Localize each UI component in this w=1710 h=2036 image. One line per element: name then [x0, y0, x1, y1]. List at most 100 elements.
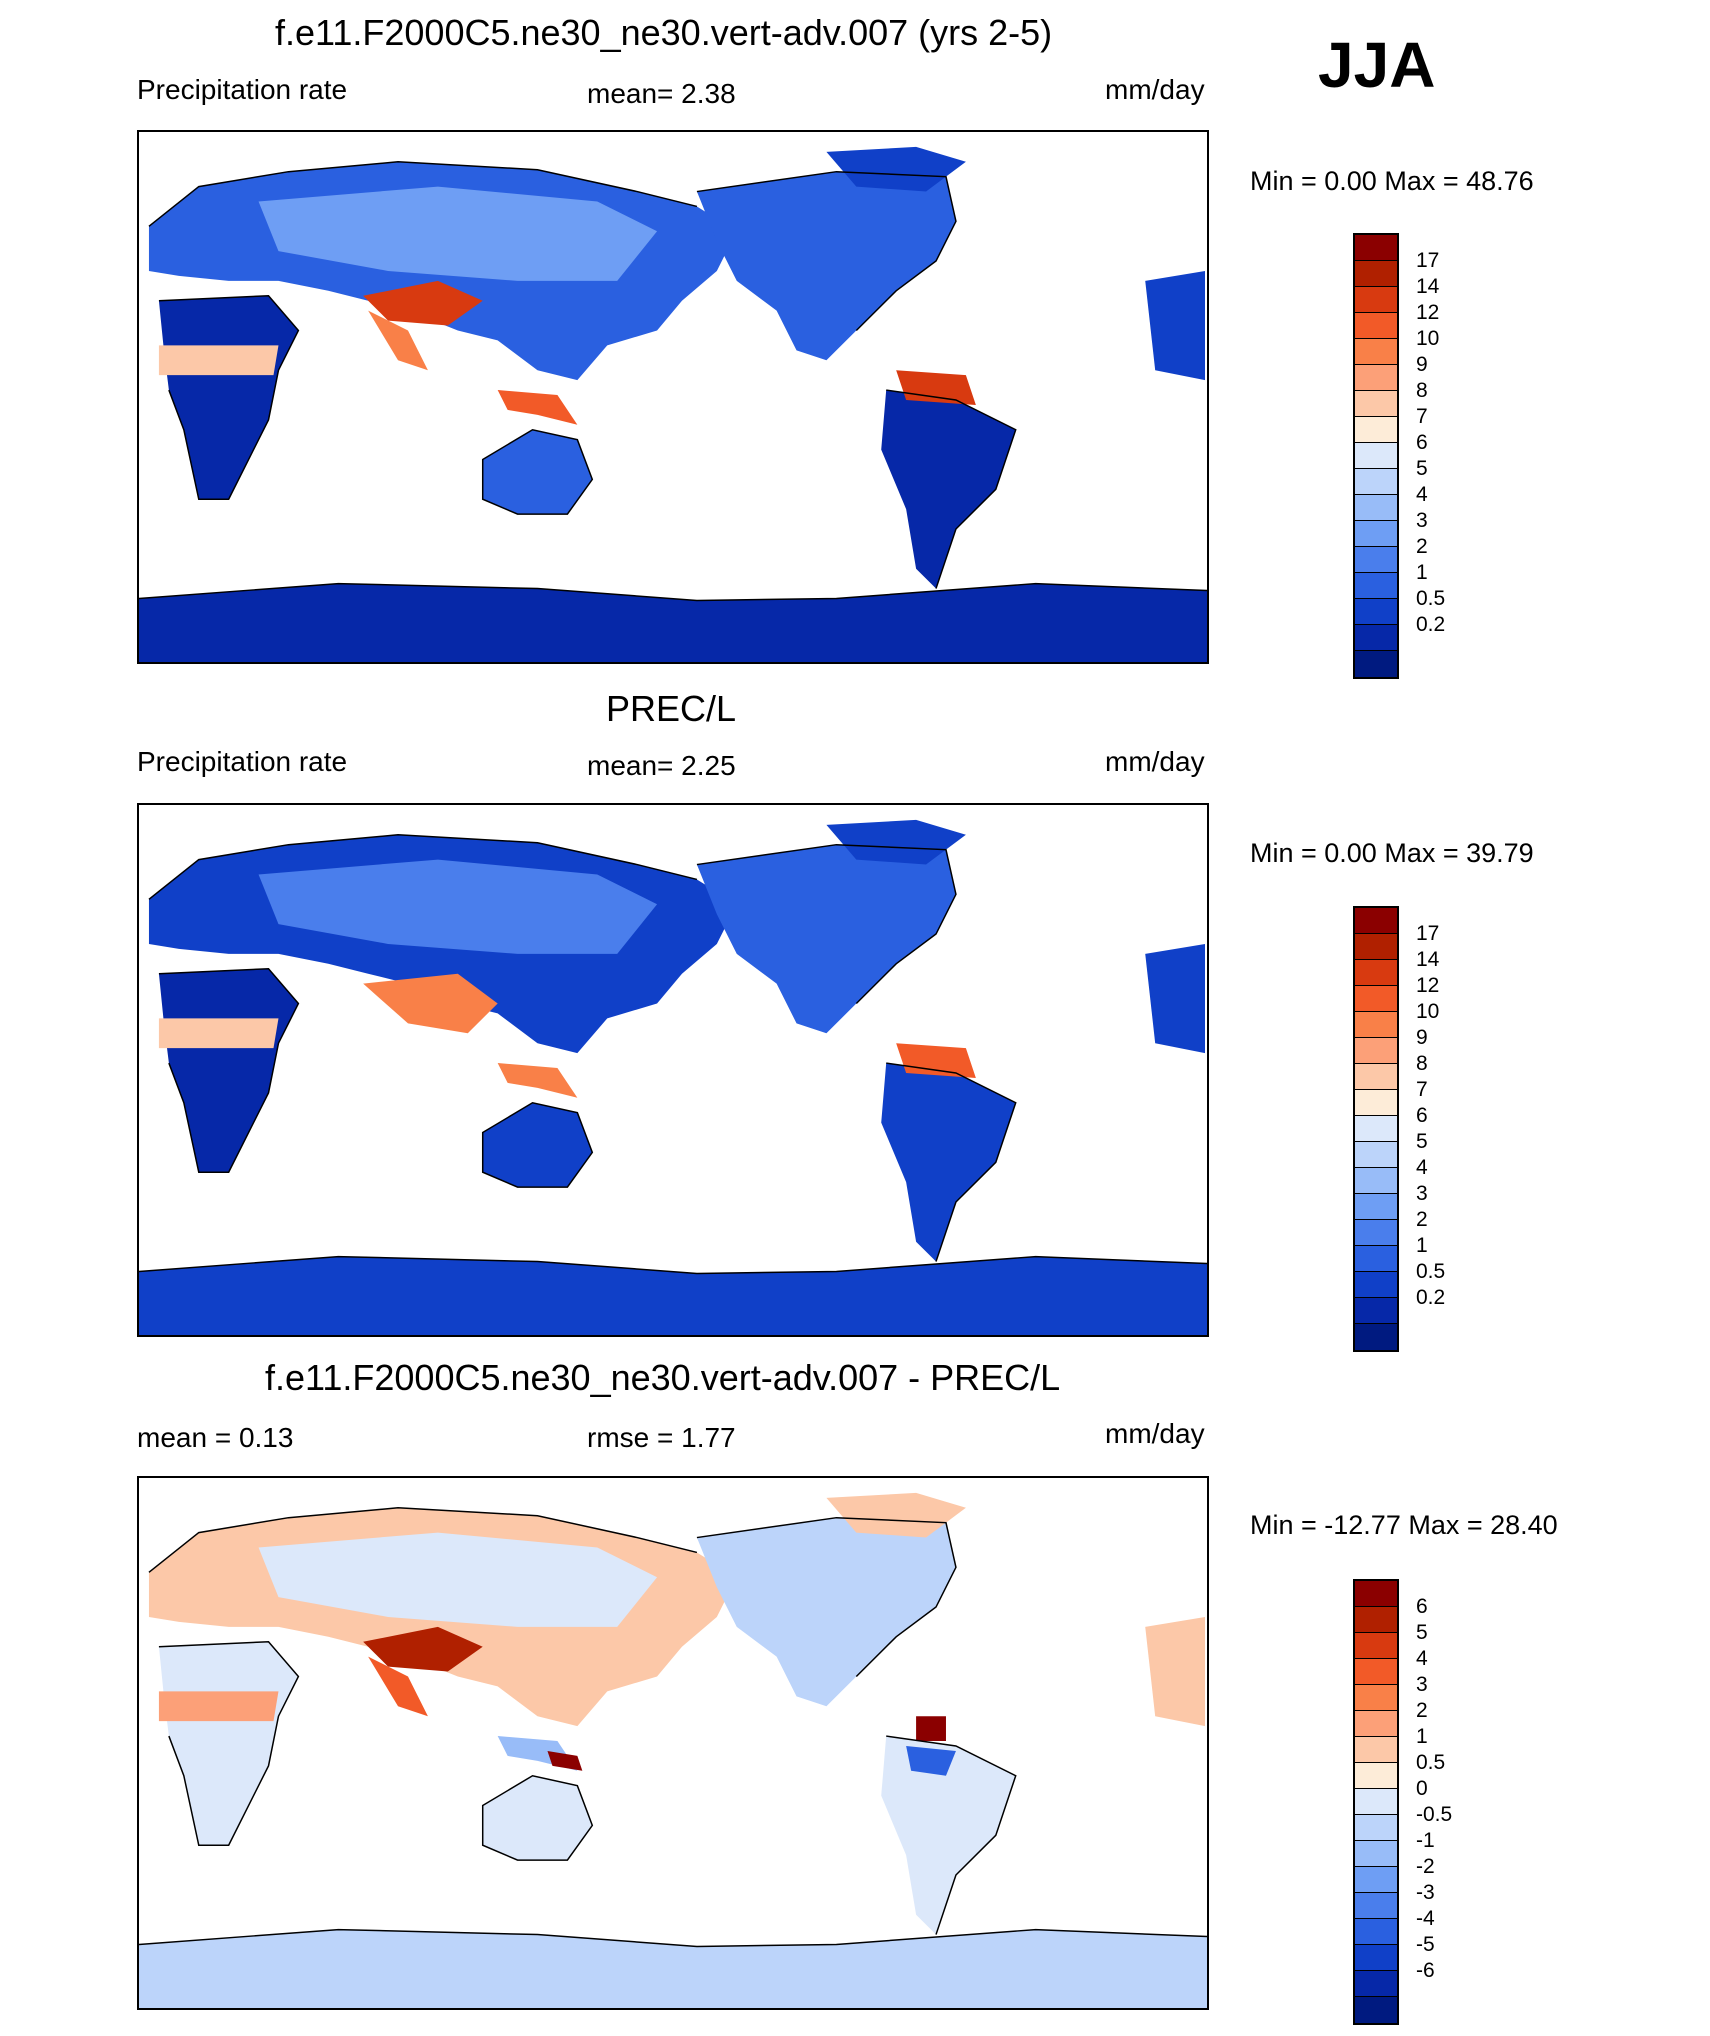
colorbar-swatch — [1355, 1142, 1397, 1168]
colorbar-tick-label: -2 — [1416, 1855, 1435, 1878]
colorbar-tick-label: 0.5 — [1416, 1260, 1446, 1283]
colorbar-tick-label: 8 — [1416, 379, 1428, 402]
northern-asia-band — [258, 1532, 658, 1627]
colorbar-tick-label: 0 — [1416, 1777, 1428, 1800]
colorbar-tick-label: 8 — [1416, 1052, 1428, 1075]
colorbar-tick-label: 2 — [1416, 1208, 1428, 1231]
colorbar-swatch — [1355, 1168, 1397, 1194]
colorbar-swatch — [1355, 1220, 1397, 1246]
colorbar-swatch — [1355, 365, 1397, 391]
panel-model-map-svg — [139, 146, 1207, 662]
colorbar-swatch — [1355, 261, 1397, 287]
itcz-americas — [896, 370, 976, 405]
colorbar-swatch — [1355, 1997, 1397, 2023]
panel-diff-colorbar — [1353, 1579, 1399, 2025]
antarctica-coastline — [139, 582, 1207, 602]
south-america-landmass — [881, 390, 1016, 589]
colorbar-swatch — [1355, 1064, 1397, 1090]
colorbar-tick-label: 5 — [1416, 1130, 1428, 1153]
colorbar-swatch — [1355, 1324, 1397, 1350]
colorbar-tick-label: 17 — [1416, 922, 1440, 945]
west-africa-wrap — [1145, 270, 1206, 381]
colorbar-tick-label: 2 — [1416, 1699, 1428, 1722]
colorbar-tick-label: 1 — [1416, 561, 1428, 584]
arctic-canada — [826, 1492, 966, 1538]
colorbar-swatch — [1355, 1298, 1397, 1324]
colorbar-swatch — [1355, 651, 1397, 677]
colorbar-swatch — [1355, 1893, 1397, 1919]
colorbar-tick-label: -3 — [1416, 1881, 1435, 1904]
colorbar-swatch — [1355, 934, 1397, 960]
panel-diff-units: mm/day — [1105, 1418, 1205, 1449]
colorbar-swatch — [1355, 1116, 1397, 1142]
colorbar-tick-label: -1 — [1416, 1829, 1435, 1852]
antarctica-landmass — [139, 1256, 1207, 1335]
colorbar-tick-label: 6 — [1416, 1595, 1428, 1618]
colorbar-swatch — [1355, 235, 1397, 261]
colorbar-tick-label: 10 — [1416, 327, 1440, 350]
colorbar-swatch — [1355, 573, 1397, 599]
sahel-band — [158, 1691, 279, 1722]
colorbar-swatch — [1355, 908, 1397, 934]
colorbar-tick-label: 4 — [1416, 483, 1428, 506]
colorbar-tick-label: 5 — [1416, 1621, 1428, 1644]
panel-model-variable-label: Precipitation rate — [137, 74, 348, 105]
colorbar-tick-label: 0.2 — [1416, 1286, 1446, 1309]
colorbar-tick-label: 9 — [1416, 1026, 1428, 1049]
colorbar-swatch — [1355, 1815, 1397, 1841]
amazon-negative — [906, 1745, 956, 1776]
sahel-band — [158, 345, 279, 376]
panel-diff-map-svg — [139, 1492, 1207, 2008]
colorbar-swatch — [1355, 1581, 1397, 1607]
colorbar-swatch — [1355, 1737, 1397, 1763]
colorbar-tick-label: 6 — [1416, 431, 1428, 454]
coastline-outline — [148, 834, 1017, 1262]
africa-landmass — [158, 968, 299, 1173]
colorbar-tick-label: 3 — [1416, 1673, 1428, 1696]
northern-asia-band — [258, 186, 658, 281]
colorbar-swatch — [1355, 960, 1397, 986]
antarctica-landmass — [139, 1929, 1207, 2008]
panel-diff-minmax: Min = -12.77 Max = 28.40 — [1250, 1510, 1558, 1540]
colorbar-swatch — [1355, 313, 1397, 339]
colorbar-swatch — [1355, 391, 1397, 417]
colorbar-tick-label: 0.2 — [1416, 613, 1446, 636]
himalaya-band — [363, 1626, 483, 1672]
colorbar-tick-label: 14 — [1416, 275, 1440, 298]
colorbar-swatch — [1355, 1867, 1397, 1893]
colorbar-tick-label: 17 — [1416, 249, 1440, 272]
colorbar-swatch — [1355, 469, 1397, 495]
coastline-outline — [148, 161, 1017, 589]
colorbar-swatch — [1355, 443, 1397, 469]
colorbar-tick-label: -5 — [1416, 1933, 1435, 1956]
colorbar-swatch — [1355, 1090, 1397, 1116]
colorbar-swatch — [1355, 1633, 1397, 1659]
colorbar-swatch — [1355, 1711, 1397, 1737]
panel-diff-title: f.e11.F2000C5.ne30_ne30.vert-adv.007 - P… — [265, 1357, 1061, 1398]
south-asia-monsoon — [363, 973, 498, 1034]
south-asia-monsoon — [368, 310, 428, 371]
panel-obs-units: mm/day — [1105, 746, 1205, 777]
north-america-landmass — [696, 844, 956, 1034]
australia-landmass — [482, 1775, 593, 1861]
panel-obs-map-svg — [139, 819, 1207, 1335]
antarctica-coastline — [139, 1255, 1207, 1275]
africa-landmass — [158, 1641, 299, 1846]
colorbar-tick-label: -0.5 — [1416, 1803, 1453, 1826]
itcz-americas — [916, 1716, 946, 1742]
colorbar-swatch — [1355, 1919, 1397, 1945]
australia-landmass — [482, 1102, 593, 1188]
panel-diff-mean-label: mean = 0.13 — [137, 1422, 294, 1453]
colorbar-tick-label: 14 — [1416, 948, 1440, 971]
arctic-canada — [826, 819, 966, 865]
south-asia-monsoon — [368, 1656, 428, 1717]
colorbar-tick-label: 12 — [1416, 974, 1440, 997]
antarctica-coastline — [139, 1928, 1207, 1948]
colorbar-tick-label: 5 — [1416, 457, 1428, 480]
colorbar-swatch — [1355, 521, 1397, 547]
panel-model-title: f.e11.F2000C5.ne30_ne30.vert-adv.007 (yr… — [275, 12, 1053, 53]
colorbar-tick-label: 2 — [1416, 535, 1428, 558]
himalaya-band — [363, 280, 483, 326]
colorbar-swatch — [1355, 417, 1397, 443]
colorbar-tick-label: 4 — [1416, 1156, 1428, 1179]
